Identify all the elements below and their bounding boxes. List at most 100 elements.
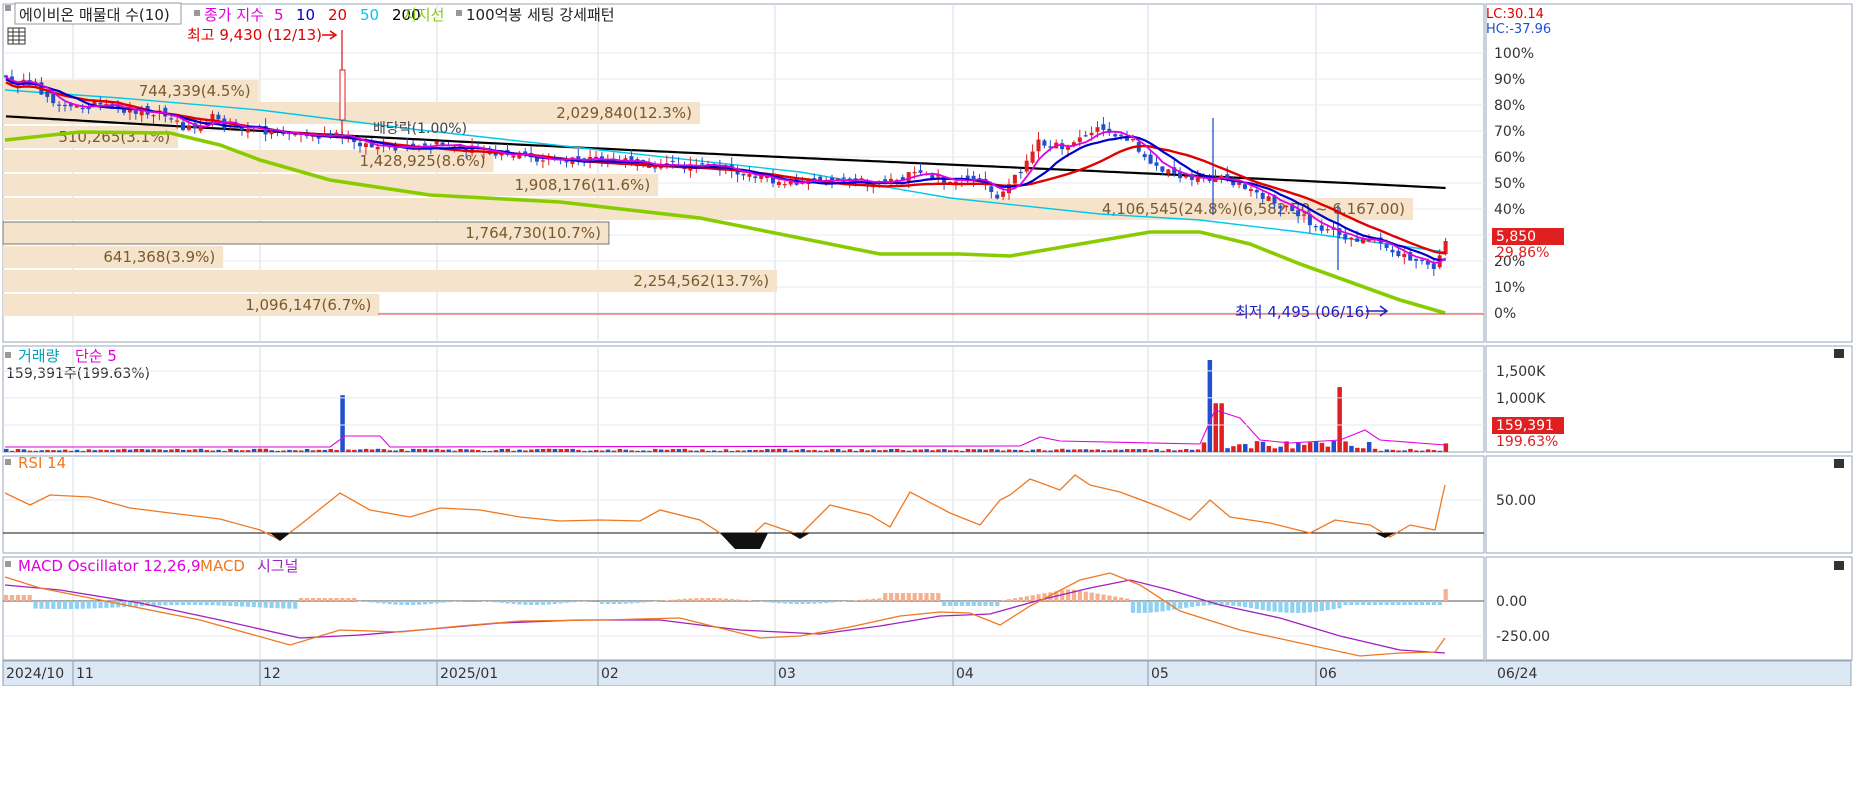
- macd-osc-bar: [387, 601, 392, 605]
- volume-bar: [210, 450, 215, 452]
- macd-osc-bar: [824, 601, 829, 604]
- macd-osc-bar: [977, 601, 982, 606]
- volume-bar: [493, 450, 499, 452]
- volume-bar: [1071, 449, 1077, 452]
- candle-body: [163, 107, 168, 117]
- candle-body: [4, 75, 8, 78]
- candle-body: [989, 186, 994, 193]
- volume-bar: [1260, 441, 1266, 452]
- macd-osc-bar: [906, 593, 911, 601]
- volume-bar: [605, 449, 611, 452]
- x-axis-label: 12: [263, 666, 281, 682]
- candle-body: [175, 120, 180, 122]
- volume-bar: [771, 449, 776, 452]
- volume-bar: [369, 449, 375, 452]
- price-y-tick: 90%: [1494, 72, 1525, 88]
- candle-body: [63, 104, 67, 107]
- macd-osc-bar: [39, 601, 44, 609]
- candle-body: [1001, 191, 1006, 197]
- x-axis-label: 05: [1151, 666, 1169, 682]
- volume-bar: [1378, 450, 1384, 452]
- volume-bar: [1243, 444, 1248, 452]
- macd-osc-bar: [517, 601, 522, 605]
- volume-bar: [776, 448, 782, 452]
- last-price-box: [1492, 228, 1564, 245]
- macd-osc-bar: [735, 599, 740, 601]
- macd-osc-bar: [800, 601, 805, 604]
- volume-bar: [440, 449, 446, 452]
- macd-osc-bar: [1313, 601, 1318, 612]
- candle-body: [647, 165, 652, 168]
- macd-osc-bar: [971, 601, 976, 606]
- macd-osc-bar: [623, 601, 628, 604]
- candle-body: [122, 109, 126, 113]
- volume-bar: [641, 450, 646, 452]
- volume-bar: [340, 395, 345, 452]
- macd-osc-bar: [859, 599, 864, 601]
- volume-profile-band: [3, 270, 778, 292]
- candle-body: [245, 129, 250, 133]
- volume-bar: [570, 448, 575, 452]
- rsi-panel-close-icon[interactable]: [1834, 459, 1844, 468]
- macd-osc-bar: [1302, 601, 1307, 613]
- macd-osc-bar: [1066, 589, 1071, 601]
- macd-osc-bar: [871, 598, 876, 601]
- macd-osc-bar: [133, 601, 138, 607]
- volume-bar: [977, 449, 982, 452]
- volume-bar: [1307, 442, 1313, 452]
- macd-osc-bar: [794, 601, 799, 604]
- candle-body: [971, 175, 976, 181]
- macd-osc-bar: [1402, 601, 1407, 605]
- macd-y-tick: 0.00: [1496, 594, 1527, 610]
- volume-bar: [405, 450, 410, 452]
- candle-body: [1266, 196, 1271, 201]
- volume-bar: [428, 449, 434, 452]
- macd-osc-bar: [664, 600, 669, 601]
- macd-osc-bar: [127, 601, 133, 607]
- rsi-oversold-fill: [1375, 533, 1395, 538]
- volume-bar: [717, 450, 723, 452]
- candle-body: [1248, 189, 1253, 192]
- macd-osc-bar: [965, 601, 970, 606]
- bottom-space: [0, 686, 1854, 812]
- support-line: [4, 130, 1446, 315]
- macd-osc-bar: [1107, 595, 1112, 601]
- volume-bars: [4, 360, 1449, 452]
- macd-osc-bar: [287, 601, 292, 609]
- macd-osc-bar: [1420, 601, 1425, 605]
- volume-bar: [871, 449, 876, 452]
- volume-bar: [1325, 446, 1331, 452]
- volume-bar: [540, 448, 546, 452]
- volume-bar: [782, 448, 788, 452]
- volume-title: 거래량: [18, 347, 60, 365]
- volume-bar: [169, 449, 174, 452]
- volume-bar: [706, 450, 711, 452]
- volume-bar: [1060, 448, 1065, 452]
- macd-osc-bar: [1195, 601, 1200, 607]
- volume-panel-close-icon[interactable]: [1834, 349, 1844, 358]
- volume-bar: [458, 449, 463, 452]
- rsi-y-tick: 50.00: [1496, 493, 1536, 509]
- macd-osc-bar: [493, 601, 498, 603]
- volume-bar: [1231, 446, 1236, 452]
- x-axis-label: 02: [601, 666, 619, 682]
- volume-bar: [1048, 450, 1053, 452]
- volume-bar: [1077, 449, 1083, 452]
- macd-osc-bar: [1007, 599, 1012, 601]
- volume-bar: [505, 448, 510, 452]
- volume-bar: [529, 449, 534, 452]
- ma-legend-label: 종가 지수: [204, 6, 264, 24]
- candle-body: [776, 181, 781, 185]
- macd-osc-bar: [1160, 601, 1165, 612]
- macd-osc-bar: [1254, 601, 1259, 610]
- volume-bar: [186, 449, 192, 452]
- volume-bar: [835, 449, 841, 452]
- candle-body: [912, 172, 917, 174]
- macd-osc-bar: [1355, 601, 1360, 605]
- macd-panel-close-icon[interactable]: [1834, 561, 1844, 570]
- volume-bar: [181, 449, 186, 452]
- grid-table-icon[interactable]: [7, 27, 26, 45]
- macd-osc-bar: [942, 601, 947, 606]
- volume-bar: [1296, 442, 1301, 452]
